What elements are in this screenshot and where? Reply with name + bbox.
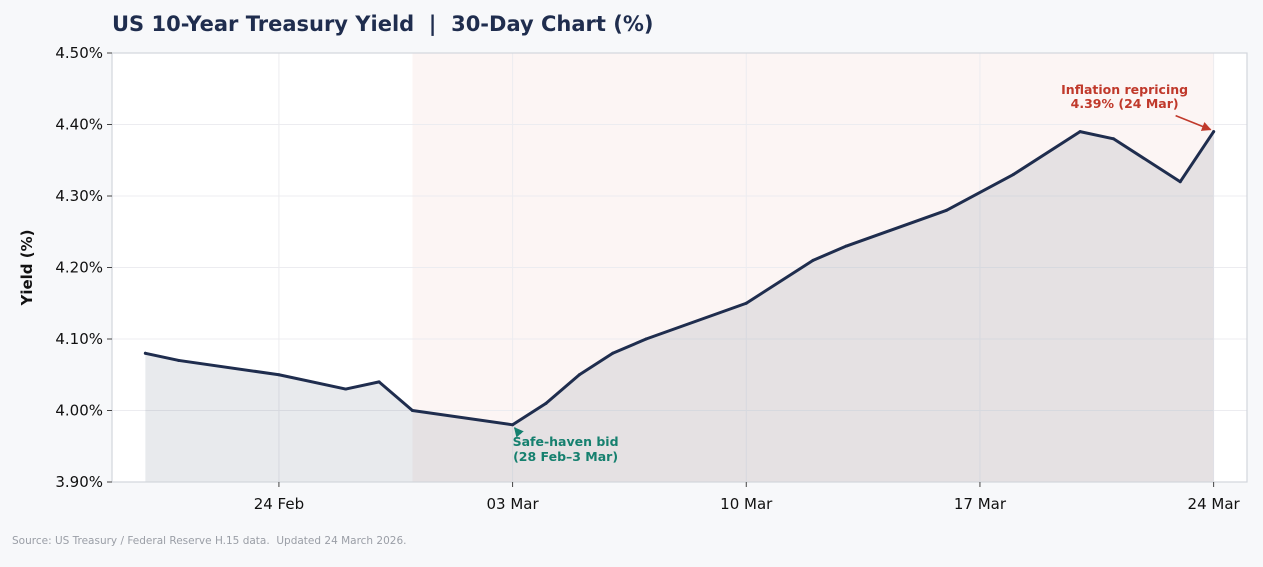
data-point bbox=[611, 351, 615, 355]
series-line bbox=[143, 130, 1216, 427]
y-tick-label: 3.90% bbox=[55, 473, 103, 491]
data-point bbox=[644, 337, 648, 341]
data-point bbox=[1078, 130, 1082, 134]
x-tick-label: 17 Mar bbox=[954, 495, 1007, 513]
data-point bbox=[143, 351, 147, 355]
data-point bbox=[1111, 137, 1115, 141]
data-point bbox=[744, 301, 748, 305]
data-point bbox=[1178, 180, 1182, 184]
data-point bbox=[344, 387, 348, 391]
data-point bbox=[277, 373, 281, 377]
data-point bbox=[945, 208, 949, 212]
data-point bbox=[544, 401, 548, 405]
annotation-inflation-text: 4.39% (24 Mar) bbox=[1071, 96, 1179, 111]
data-point bbox=[377, 380, 381, 384]
annotation-safe-haven-text: Safe-haven bid bbox=[513, 434, 619, 449]
y-tick-label: 4.50% bbox=[55, 44, 103, 62]
data-point bbox=[844, 244, 848, 248]
y-tick-label: 4.10% bbox=[55, 330, 103, 348]
data-point bbox=[511, 423, 515, 427]
series-area bbox=[145, 131, 1214, 482]
data-point bbox=[1011, 173, 1015, 177]
x-tick-label: 10 Mar bbox=[720, 495, 773, 513]
y-tick-label: 4.00% bbox=[55, 402, 103, 420]
annotation-safe-haven-text: (28 Feb–3 Mar) bbox=[513, 449, 618, 464]
annotation-arrow-safe-haven bbox=[513, 427, 524, 438]
annotation-inflation-text: Inflation repricing bbox=[1061, 82, 1188, 97]
data-point bbox=[577, 373, 581, 377]
data-point bbox=[410, 409, 414, 412]
y-tick-label: 4.30% bbox=[55, 187, 103, 205]
y-tick-label: 4.40% bbox=[55, 116, 103, 134]
y-tick-label: 4.20% bbox=[55, 259, 103, 277]
x-tick-label: 03 Mar bbox=[487, 495, 540, 513]
data-point bbox=[1212, 130, 1216, 134]
annotation-arrow-inflation bbox=[1175, 114, 1212, 131]
x-tick-label: 24 Mar bbox=[1188, 495, 1241, 513]
data-point bbox=[811, 258, 815, 262]
data-point bbox=[177, 358, 181, 362]
chart-title: US 10-Year Treasury Yield | 30-Day Chart… bbox=[112, 12, 653, 37]
x-tick-label: 24 Feb bbox=[254, 495, 304, 513]
y-axis-label: Yield (%) bbox=[18, 229, 36, 306]
source-note: Source: US Treasury / Federal Reserve H.… bbox=[12, 535, 407, 547]
